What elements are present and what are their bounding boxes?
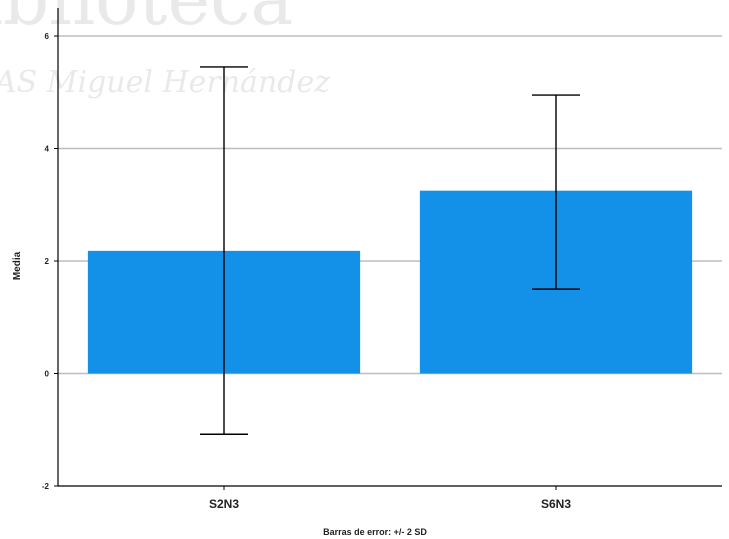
axes [54, 8, 722, 490]
bars [87, 190, 693, 374]
y-tick-label: -2 [42, 482, 50, 491]
x-category-label: S2N3 [209, 497, 239, 511]
y-tick-label: 6 [45, 32, 50, 41]
y-axis-title: Media [12, 251, 23, 280]
watermark-text-2: AS Miguel Hernández [0, 65, 330, 100]
y-tick-label: 0 [45, 370, 50, 379]
y-tick-label: 4 [45, 145, 50, 154]
watermark-text-1: iblioteca [0, 0, 293, 41]
error-bars [200, 66, 580, 435]
labels: Media Barras de error: +/- 2 SD -2 0 2 4 6 S2… [12, 32, 571, 537]
y-tick-label: 2 [45, 257, 50, 266]
watermark: iblioteca AS Miguel Hernández [0, 0, 330, 100]
footnote: Barras de error: +/- 2 SD [323, 527, 427, 537]
x-category-label: S6N3 [541, 497, 571, 511]
